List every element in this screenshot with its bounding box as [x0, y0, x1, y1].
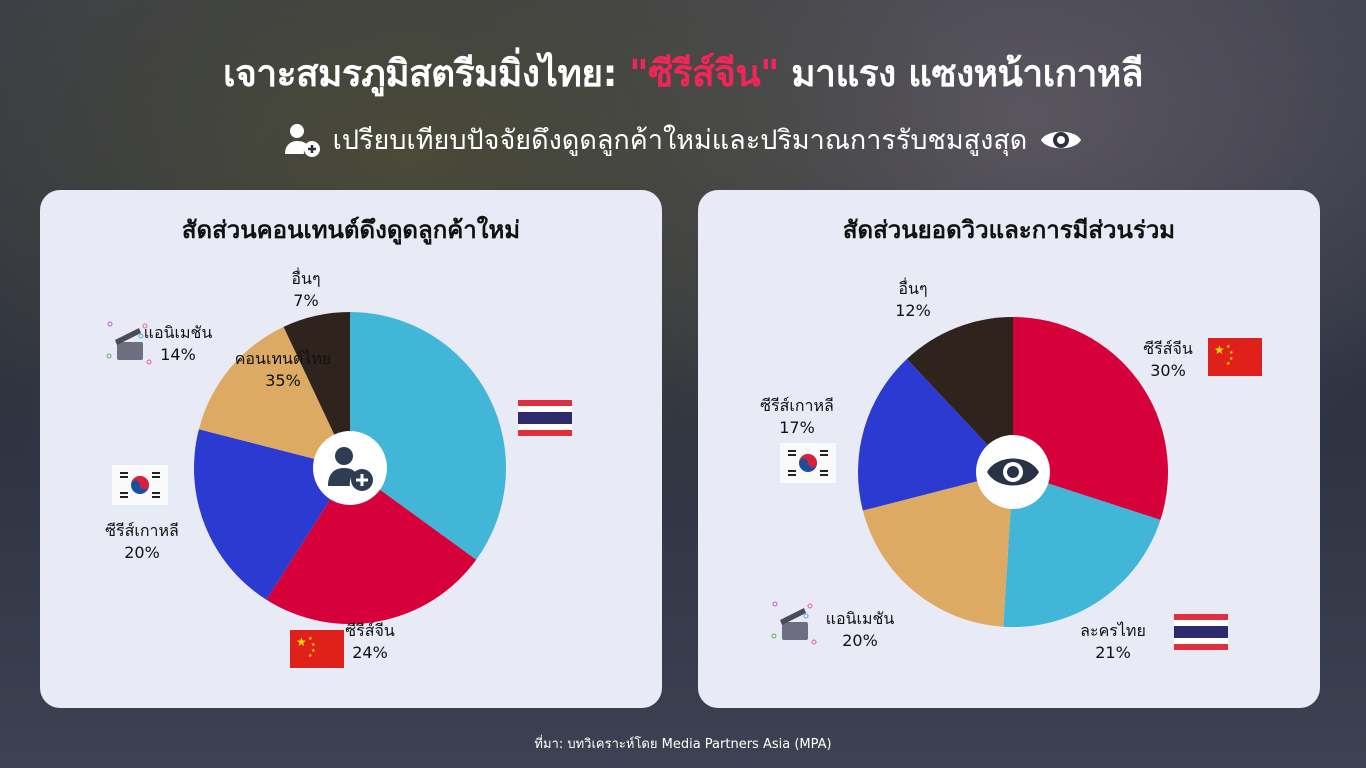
- slice-label: ละครไทย 21%: [1080, 620, 1146, 664]
- slice-label: แอนิเมชัน 14%: [144, 322, 213, 366]
- pie-slice-5: [283, 312, 350, 468]
- title-text-end: มาแรง แซงหน้าเกาหลี: [778, 52, 1143, 95]
- user-plus-icon: [284, 123, 320, 157]
- pie-slice-3: [862, 472, 1013, 627]
- eye-icon: [976, 435, 1050, 509]
- chart-title: สัดส่วนยอดวิวและการมีส่วนร่วม: [842, 216, 1176, 244]
- slice-label: อื่นๆ 7%: [291, 268, 320, 312]
- subtitle-text: เปรียบเทียบปัจจัยดึงดูดลูกค้าใหม่และปริม…: [332, 125, 1028, 156]
- title-text: เจาะสมรภูมิสตรีมมิ่งไทย:: [223, 52, 630, 95]
- category-label: แอนิเมชัน: [143, 323, 213, 342]
- views-chart-card: สัดส่วนยอดวิวและการมีส่วนร่วม ซีรีส์จีน 3…: [698, 190, 1320, 708]
- slice-label: คอนเทนต์ไทย 35%: [235, 348, 332, 392]
- pie-slice-1: [1013, 317, 1168, 520]
- category-label: ซีรีส์จีน: [345, 621, 395, 640]
- value-label: 21%: [1095, 643, 1131, 662]
- pie-chart: [858, 317, 1168, 627]
- eye-icon: [1041, 131, 1082, 148]
- china-flag-icon: ★ ★ ★ ★ ★: [290, 630, 344, 672]
- pie-slice-4: [198, 326, 350, 468]
- slice-label: ซีรีส์จีน 24%: [345, 620, 395, 664]
- new-customer-chart-card: สัดส่วนคอนเทนต์ดึงดูดลูกค้าใหม่ คอนเทนต์…: [40, 190, 662, 708]
- category-label: ละครไทย: [1080, 621, 1146, 640]
- category-label: ซีรีส์เกาหลี: [105, 521, 179, 540]
- svg-text:★: ★: [1229, 356, 1234, 362]
- svg-text:★: ★: [1226, 361, 1231, 367]
- title-highlight: "ซีรีส์จีน": [629, 52, 779, 95]
- category-label: แอนิเมชัน: [825, 609, 895, 628]
- slice-label: แอนิเมชัน 20%: [826, 608, 895, 652]
- svg-text:★: ★: [308, 653, 313, 659]
- thai-flag-icon: [1174, 614, 1228, 654]
- chart-title: สัดส่วนคอนเทนต์ดึงดูดลูกค้าใหม่: [181, 216, 521, 244]
- korea-flag-icon: [112, 465, 168, 509]
- page-title: เจาะสมรภูมิสตรีมมิ่งไทย: "ซีรีส์จีน" มาแ…: [0, 44, 1366, 103]
- svg-text:★: ★: [1229, 350, 1234, 356]
- value-label: 17%: [779, 418, 815, 437]
- value-label: 35%: [265, 371, 301, 390]
- slice-label: ซีรีส์เกาหลี 20%: [105, 520, 179, 564]
- thai-flag-icon: [518, 400, 572, 440]
- svg-text:★: ★: [296, 635, 307, 649]
- slice-label: ซีรีส์เกาหลี 17%: [760, 395, 834, 439]
- pie-chart: [194, 312, 507, 624]
- value-label: 14%: [160, 345, 196, 364]
- pie-slice-1: [350, 312, 507, 560]
- svg-text:★: ★: [308, 636, 313, 642]
- category-label: ซีรีส์จีน: [1143, 339, 1193, 358]
- svg-text:★: ★: [311, 642, 316, 648]
- value-label: 20%: [124, 543, 160, 562]
- value-label: 24%: [352, 643, 388, 662]
- pie-slice-5: [906, 317, 1013, 472]
- slice-label: ซีรีส์จีน 30%: [1143, 338, 1193, 382]
- pie-slice-2: [266, 468, 477, 624]
- category-label: ซีรีส์เกาหลี: [760, 396, 834, 415]
- category-label: อื่นๆ: [291, 269, 321, 288]
- category-label: อื่นๆ: [898, 279, 928, 298]
- korea-flag-icon: [780, 443, 836, 487]
- pie-slice-2: [1003, 472, 1161, 627]
- value-label: 30%: [1150, 361, 1186, 380]
- pie-slice-4: [858, 359, 1013, 511]
- subtitle: เปรียบเทียบปัจจัยดึงดูดลูกค้าใหม่และปริม…: [0, 118, 1366, 161]
- source-note: ที่มา: บทวิเคราะห์โดย Media Partners Asi…: [534, 737, 832, 752]
- clapperboard-icon: [105, 318, 155, 372]
- china-flag-icon: ★ ★ ★ ★ ★: [1208, 338, 1262, 380]
- svg-text:★: ★: [1214, 343, 1225, 357]
- category-label: คอนเทนต์ไทย: [234, 349, 332, 368]
- svg-text:★: ★: [1226, 344, 1231, 350]
- pie-slice-3: [194, 429, 350, 600]
- value-label: 7%: [293, 291, 319, 310]
- clapperboard-icon: [770, 598, 820, 652]
- slice-label: อื่นๆ 12%: [895, 278, 931, 322]
- user-plus-icon: [313, 431, 387, 505]
- value-label: 12%: [895, 301, 931, 320]
- svg-text:★: ★: [311, 648, 316, 654]
- value-label: 20%: [842, 631, 878, 650]
